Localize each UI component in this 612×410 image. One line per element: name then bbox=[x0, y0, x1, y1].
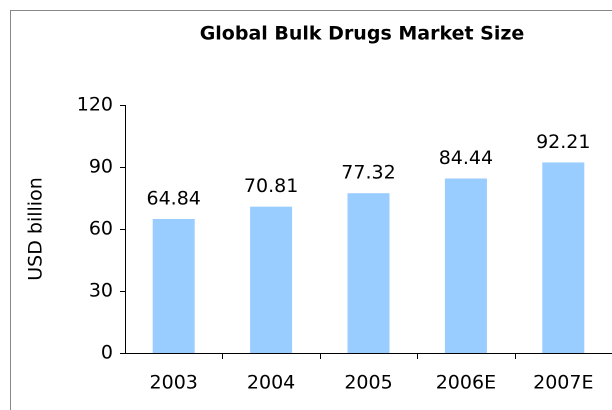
data-label: 64.84 bbox=[146, 187, 200, 209]
y-tick-label: 90 bbox=[89, 156, 113, 178]
bar bbox=[444, 178, 487, 353]
data-label: 84.44 bbox=[439, 147, 493, 169]
data-label: 92.21 bbox=[536, 131, 590, 153]
y-tick-label: 0 bbox=[101, 342, 113, 364]
x-tick-label: 2004 bbox=[247, 372, 295, 394]
y-tick-label: 60 bbox=[89, 218, 113, 240]
data-label: 77.32 bbox=[341, 162, 395, 184]
chart-frame bbox=[10, 10, 612, 410]
bar bbox=[347, 193, 390, 353]
chart-title: Global Bulk Drugs Market Size bbox=[200, 23, 525, 45]
data-label: 70.81 bbox=[244, 175, 298, 197]
bar bbox=[250, 206, 293, 353]
x-tick-label: 2006E bbox=[436, 372, 496, 394]
y-tick-label: 30 bbox=[89, 280, 113, 302]
bar bbox=[542, 162, 585, 353]
y-tick-label: 120 bbox=[77, 94, 113, 116]
y-axis-label: USD billion bbox=[25, 177, 47, 280]
x-tick-label: 2003 bbox=[150, 372, 198, 394]
x-tick-label: 2005 bbox=[344, 372, 392, 394]
x-tick-label: 2007E bbox=[533, 372, 593, 394]
bar bbox=[152, 218, 195, 353]
